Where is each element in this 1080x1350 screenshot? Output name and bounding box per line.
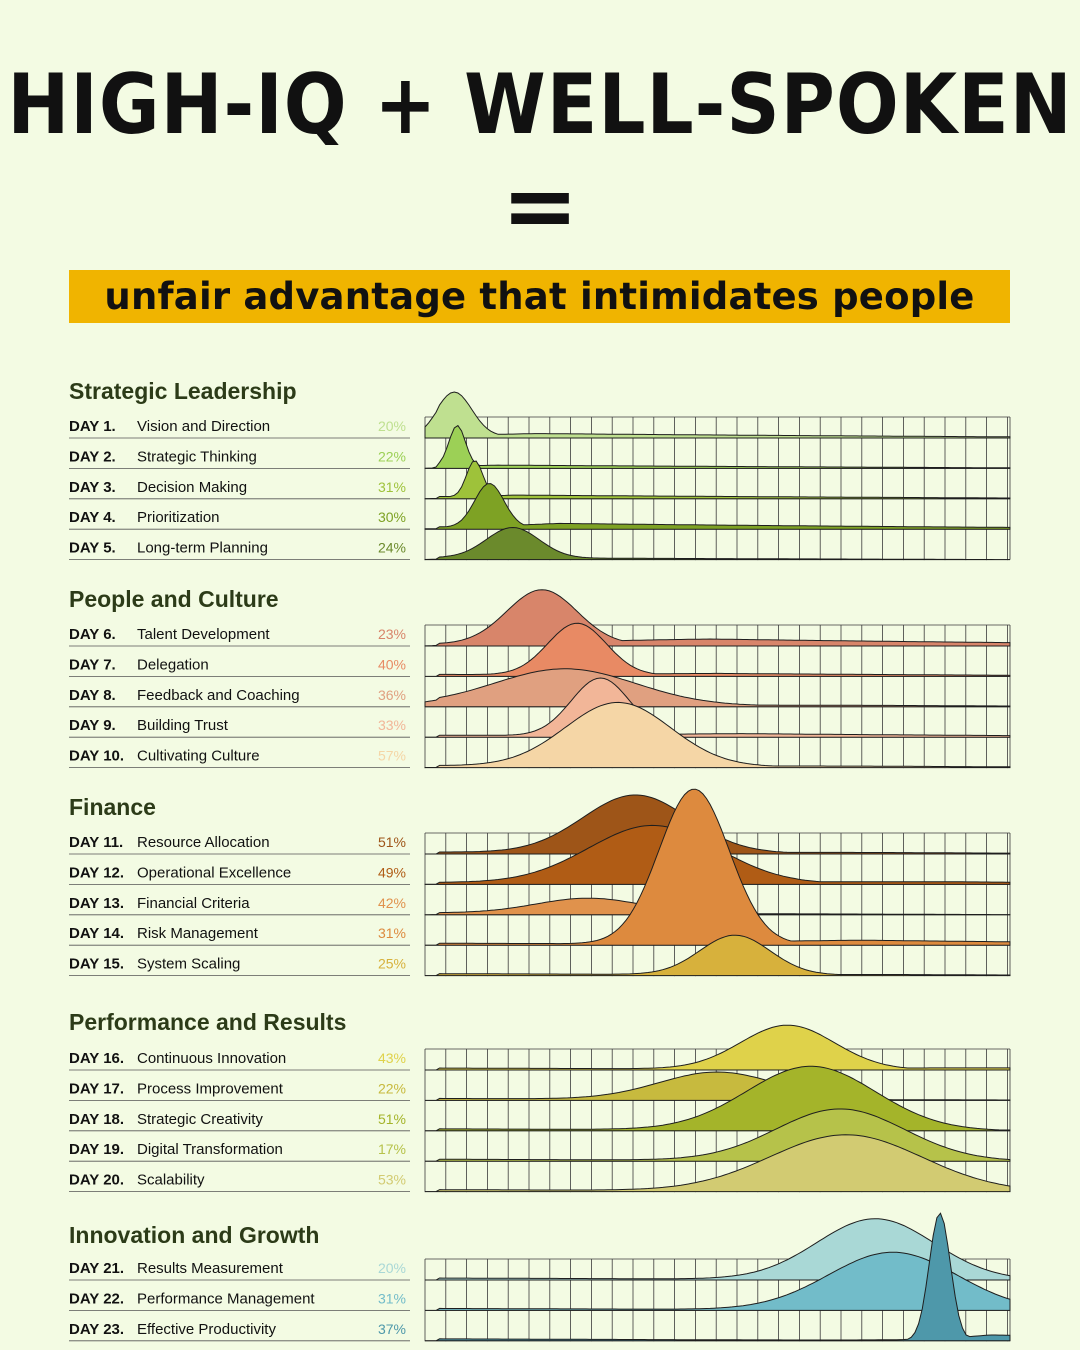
ridge-20 (425, 1134, 1011, 1193)
day-label: Talent Development (137, 626, 270, 643)
ridge-7 (425, 622, 1011, 677)
day-number: DAY 5. (69, 540, 116, 557)
ridge-1 (424, 391, 1011, 439)
day-number: DAY 6. (69, 626, 116, 643)
group-2: People and Culture DAY 6. Talent Developme… (69, 586, 1011, 769)
day-number: DAY 4. (69, 509, 116, 526)
day-number: DAY 14. (69, 925, 124, 942)
subtitle-banner: unfair advantage that intimidates people (69, 270, 1010, 323)
day-number: DAY 15. (69, 956, 124, 973)
day-number: DAY 8. (69, 687, 116, 704)
percent-label: 24% (378, 540, 406, 556)
day-label: Cultivating Culture (137, 748, 260, 765)
day-label: Digital Transformation (137, 1141, 283, 1158)
ridge-8 (424, 668, 1011, 708)
day-number: DAY 9. (69, 717, 116, 734)
day-number: DAY 12. (69, 864, 124, 881)
ridge-4 (424, 483, 1011, 530)
percent-label: 43% (378, 1050, 406, 1066)
day-number: DAY 10. (69, 748, 124, 765)
day-label: Feedback and Coaching (137, 687, 300, 704)
ridge-2 (424, 424, 1011, 469)
day-label: Long-term Planning (137, 540, 268, 557)
day-label: Operational Excellence (137, 864, 291, 881)
day-label: Strategic Creativity (137, 1111, 263, 1128)
percent-label: 20% (378, 418, 406, 434)
day-number: DAY 19. (69, 1141, 124, 1158)
day-label: Performance Management (137, 1290, 315, 1307)
group-title: Innovation and Growth (69, 1222, 319, 1248)
group-title: Strategic Leadership (69, 378, 297, 404)
day-number: DAY 18. (69, 1111, 124, 1128)
day-number: DAY 1. (69, 418, 116, 435)
percent-label: 53% (378, 1172, 406, 1188)
day-number: DAY 20. (69, 1172, 124, 1189)
day-label: System Scaling (137, 956, 240, 973)
group-title: Performance and Results (69, 1009, 346, 1035)
percent-label: 31% (378, 1290, 406, 1306)
page-title: HIGH-IQ + WELL-SPOKEN (7, 56, 1073, 154)
ridge-17 (425, 1071, 1011, 1101)
day-label: Results Measurement (137, 1260, 284, 1277)
ridge-9 (425, 677, 1011, 738)
group-title: Finance (69, 794, 156, 820)
equals-sign: = (501, 152, 579, 259)
day-label: Risk Management (137, 925, 259, 942)
percent-label: 20% (378, 1260, 406, 1276)
day-label: Prioritization (137, 509, 220, 526)
day-number: DAY 16. (69, 1050, 124, 1067)
day-label: Decision Making (137, 479, 247, 496)
percent-label: 51% (378, 1111, 406, 1127)
ridge-10 (424, 701, 1011, 769)
ridge-22 (425, 1251, 1011, 1311)
day-label: Building Trust (137, 717, 229, 734)
day-number: DAY 13. (69, 895, 124, 912)
day-number: DAY 21. (69, 1260, 124, 1277)
day-label: Continuous Innovation (137, 1050, 286, 1067)
group-5: Innovation and Growth DAY 21. Results Meas… (69, 1212, 1011, 1342)
percent-label: 36% (378, 687, 406, 703)
group-4: Performance and Results DAY 16. Continuous… (69, 1009, 1011, 1193)
day-label: Effective Productivity (137, 1321, 276, 1338)
ridge-15 (425, 934, 1011, 977)
group-1: Strategic Leadership DAY 1. Vision and Dir… (69, 378, 1011, 561)
percent-label: 30% (378, 509, 406, 525)
day-number: DAY 7. (69, 656, 116, 673)
day-number: DAY 22. (69, 1290, 124, 1307)
day-label: Financial Criteria (137, 895, 250, 912)
percent-label: 31% (378, 925, 406, 941)
percent-label: 31% (378, 479, 406, 495)
day-label: Vision and Direction (137, 418, 270, 435)
ridge-16 (425, 1024, 1011, 1071)
percent-label: 49% (378, 864, 406, 880)
day-label: Strategic Thinking (137, 448, 257, 465)
day-number: DAY 11. (69, 834, 123, 851)
percent-label: 40% (378, 656, 406, 672)
group-3: Finance DAY 11. Resource Allocation 51% DAY … (69, 788, 1011, 977)
percent-label: 51% (378, 834, 406, 850)
day-label: Scalability (137, 1172, 205, 1189)
percent-label: 37% (378, 1321, 406, 1337)
percent-label: 57% (378, 748, 406, 764)
group-title: People and Culture (69, 586, 279, 612)
percent-label: 22% (378, 448, 406, 464)
percent-label: 17% (378, 1141, 406, 1157)
percent-label: 33% (378, 717, 406, 733)
percent-label: 25% (378, 956, 406, 972)
day-number: DAY 2. (69, 448, 116, 465)
day-label: Process Improvement (137, 1080, 284, 1097)
day-number: DAY 3. (69, 479, 116, 496)
ridge-5 (424, 526, 1010, 561)
day-number: DAY 23. (69, 1321, 124, 1338)
percent-label: 42% (378, 895, 406, 911)
ridge-14 (425, 788, 1011, 946)
ridge-6 (424, 589, 1011, 647)
percent-label: 23% (378, 626, 406, 642)
percent-label: 22% (378, 1080, 406, 1096)
day-label: Delegation (137, 656, 209, 673)
day-label: Resource Allocation (137, 834, 270, 851)
day-number: DAY 17. (69, 1080, 124, 1097)
ridge-23 (425, 1212, 1011, 1342)
